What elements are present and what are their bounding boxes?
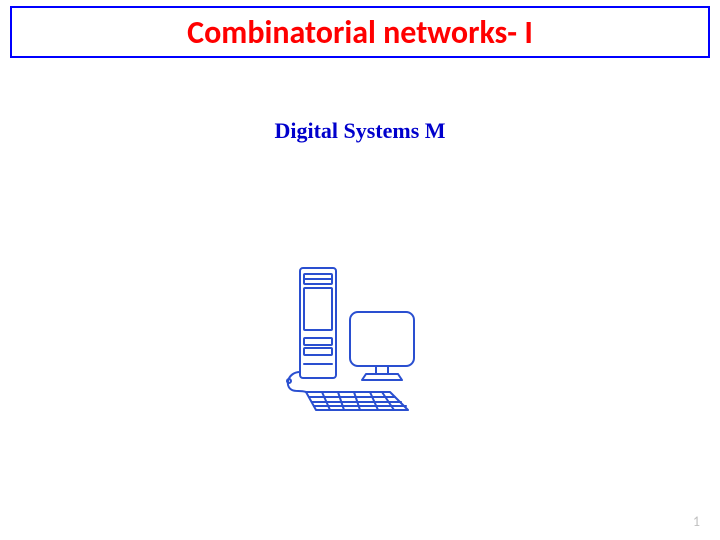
- slide-title: Combinatorial networks- I: [187, 13, 533, 52]
- page-number: 1: [693, 513, 700, 530]
- title-box: Combinatorial networks- I: [10, 6, 710, 58]
- slide-subtitle: Digital Systems M: [0, 118, 720, 144]
- computer-icon: [280, 260, 440, 420]
